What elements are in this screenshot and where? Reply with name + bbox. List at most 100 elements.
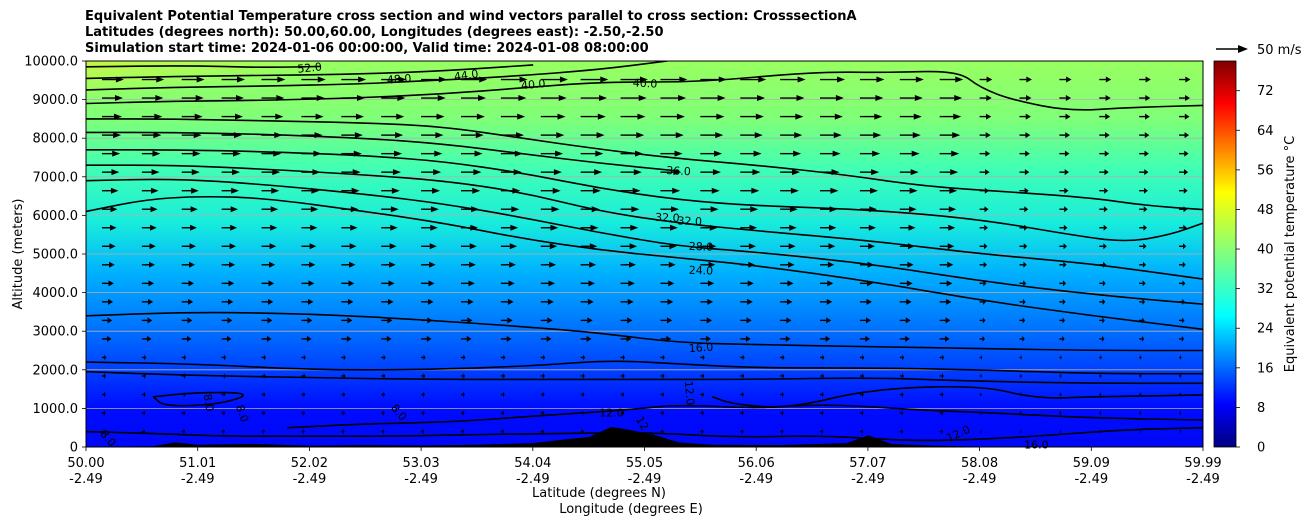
wind-vector-head (869, 206, 878, 213)
x-tick-label-lat: 55.05 (626, 456, 663, 471)
wind-vector-head (832, 150, 841, 157)
wind-vector-head (835, 95, 844, 102)
wind-vector-head (387, 317, 393, 324)
wind-vector-head (469, 243, 477, 250)
wind-vector-head (428, 280, 435, 287)
wind-vector-head (232, 150, 241, 157)
wind-vector-head (551, 206, 560, 213)
wind-vector-head (466, 335, 472, 342)
contour-line (711, 385, 1203, 408)
wind-vector-head (267, 317, 273, 324)
wind-vector-head (599, 95, 608, 102)
wind-vector-head (509, 243, 518, 250)
wind-vector-head (542, 410, 545, 417)
wind-vector-head (668, 261, 676, 268)
wind-vector-head (1020, 410, 1022, 417)
title-line-2: Latitudes (degrees north): 50.00,60.00, … (85, 25, 664, 40)
wind-vector-head (875, 95, 884, 102)
wind-vector-head (909, 206, 917, 213)
wind-vector-head (303, 372, 306, 379)
wind-vector-head (270, 206, 279, 213)
wind-vector-head (831, 169, 840, 176)
wind-vector-head (229, 243, 237, 250)
wind-vector-head (986, 76, 993, 83)
wind-vector-head (263, 410, 266, 417)
wind-vector-head (1142, 261, 1147, 268)
wind-vector-head (632, 187, 641, 194)
wind-vector-head (821, 428, 824, 435)
wind-vector-head (543, 372, 545, 379)
wind-vector-head (546, 335, 552, 342)
wind-vector-head (826, 298, 833, 305)
wind-vector-head (227, 335, 232, 342)
wind-vector-head (1060, 372, 1062, 379)
wind-vector-head (1065, 113, 1071, 120)
wind-vector-head (905, 335, 910, 342)
wind-vector-head (311, 187, 320, 194)
wind-vector-head (865, 317, 871, 324)
wind-vector-head (383, 391, 386, 398)
wind-vector-head (183, 410, 186, 417)
x-tick-label-lon: -2.49 (739, 472, 773, 487)
wind-vector-head (277, 76, 286, 83)
contour-label: 16.0 (688, 341, 713, 356)
wind-vector-head (274, 132, 283, 139)
wind-vector-head (909, 187, 918, 194)
wind-vector-head (742, 428, 744, 435)
wind-vector-head (862, 391, 864, 398)
wind-vector-head (862, 372, 865, 379)
y-tick-label: 5000.0 (33, 248, 79, 263)
wind-vector-head (183, 391, 186, 398)
wind-vector-head (309, 261, 316, 268)
wind-vector-head (1145, 113, 1150, 120)
wind-vector-head (314, 132, 323, 139)
wind-vector-head (348, 280, 355, 287)
wind-vector-head (1103, 206, 1108, 213)
wind-vector-head (672, 187, 681, 194)
wind-vector-head (829, 224, 837, 231)
wind-vector-head (793, 150, 802, 157)
wind-vector-head (587, 317, 593, 324)
wind-vector-head (436, 113, 445, 120)
wind-vector-head (1180, 354, 1182, 361)
wind-vector-head (467, 298, 474, 305)
y-tick-label: 7000.0 (33, 170, 79, 185)
wind-vector-head (984, 206, 989, 213)
wind-vector-head (143, 410, 146, 417)
wind-vector-head (349, 243, 357, 250)
wind-vector-head (952, 132, 961, 139)
wind-vector-head (582, 391, 585, 398)
wind-vector-head (708, 261, 716, 268)
wind-vector-head (755, 113, 764, 120)
wind-vector-head (114, 95, 123, 102)
colorbar-tick-label: 48 (1257, 203, 1274, 218)
wind-vector-head (1182, 261, 1186, 268)
wind-vector-head (953, 113, 962, 120)
wind-vector-head (1022, 317, 1026, 324)
wind-vector-head (792, 169, 801, 176)
wind-vector-head (422, 428, 425, 435)
wind-vector-head (550, 224, 559, 231)
wind-vector-head (906, 298, 912, 305)
wind-vector-head (510, 224, 519, 231)
wind-vector-head (594, 169, 603, 176)
wind-vector-head (707, 298, 714, 305)
wind-vector-head (511, 206, 520, 213)
wind-vector-head (915, 76, 924, 83)
wind-vector-head (633, 169, 642, 176)
wind-vector-head (631, 206, 640, 213)
wind-vector-head (237, 76, 246, 83)
wind-vector-head (1181, 335, 1185, 342)
wind-vector-head (103, 410, 106, 417)
wind-vector-head (670, 224, 678, 231)
wind-vector-head (263, 391, 266, 398)
wind-vector-head (1180, 372, 1182, 379)
wind-vector-head (228, 298, 234, 305)
wind-vector-head (582, 428, 584, 435)
x-tick-label-lon: -2.49 (1074, 472, 1108, 487)
wind-vector-head (980, 354, 983, 361)
wind-vector-head (1144, 132, 1150, 139)
contour-label: 32.0 (677, 214, 702, 228)
wind-vector-head (876, 76, 885, 83)
wind-vector-head (303, 428, 305, 435)
